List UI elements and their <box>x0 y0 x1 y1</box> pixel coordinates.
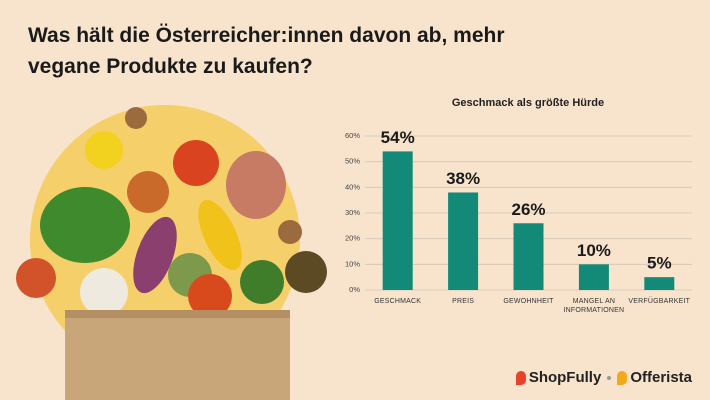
separator <box>607 375 612 380</box>
value-label: 10% <box>577 241 611 260</box>
y-tick-label: 10% <box>345 259 360 268</box>
brand-name: ShopFully <box>528 369 602 386</box>
squash <box>198 199 242 271</box>
tomato-front <box>188 274 232 318</box>
x-tick-label: PREIS <box>452 298 475 305</box>
value-label: 5% <box>647 254 672 273</box>
brand-icon <box>617 371 628 386</box>
x-tick-label: MANGEL AN INFORMATIONEN <box>563 298 625 314</box>
chart-title: Geschmack als größte Hürde <box>452 97 604 109</box>
y-tick-label: 20% <box>345 234 360 243</box>
eggplant <box>133 216 177 294</box>
paper-bag <box>65 310 290 400</box>
bar <box>448 192 479 290</box>
lemon <box>85 131 123 169</box>
bar <box>644 277 675 290</box>
bar <box>382 151 413 290</box>
y-tick-label: 60% <box>345 131 360 140</box>
brand-name: Offerista <box>630 369 692 386</box>
x-tick-label: VERFÜGBARKEIT <box>628 298 691 305</box>
y-tick-label: 30% <box>345 208 360 217</box>
value-label: 26% <box>511 200 545 219</box>
broccoli <box>240 260 284 304</box>
x-tick-label: GEWOHNHEIT <box>503 298 554 305</box>
tomato-left <box>16 258 56 298</box>
bar <box>513 223 544 290</box>
x-tick-label: GESCHMACK <box>374 298 422 305</box>
dark-tomato <box>285 251 327 293</box>
page-title: Was hält die Österreicher:innen davon ab… <box>28 24 505 78</box>
walnut-top <box>125 107 147 129</box>
brand: ShopFully <box>515 369 602 386</box>
y-tick-label: 50% <box>345 157 360 166</box>
cauliflower <box>80 268 128 316</box>
potato <box>226 151 286 219</box>
y-tick-label: 0% <box>349 285 360 294</box>
tomato <box>173 140 219 186</box>
paper-bag-rim <box>65 310 290 318</box>
bar <box>578 264 609 290</box>
footer: ShopFully Offerista <box>515 369 692 386</box>
greens <box>40 187 130 263</box>
onion <box>127 171 169 213</box>
brand: Offerista <box>617 369 692 386</box>
brand-icon <box>515 371 526 386</box>
y-tick-label: 40% <box>345 182 360 191</box>
value-label: 38% <box>446 169 480 188</box>
walnut <box>278 220 302 244</box>
value-label: 54% <box>381 128 415 147</box>
